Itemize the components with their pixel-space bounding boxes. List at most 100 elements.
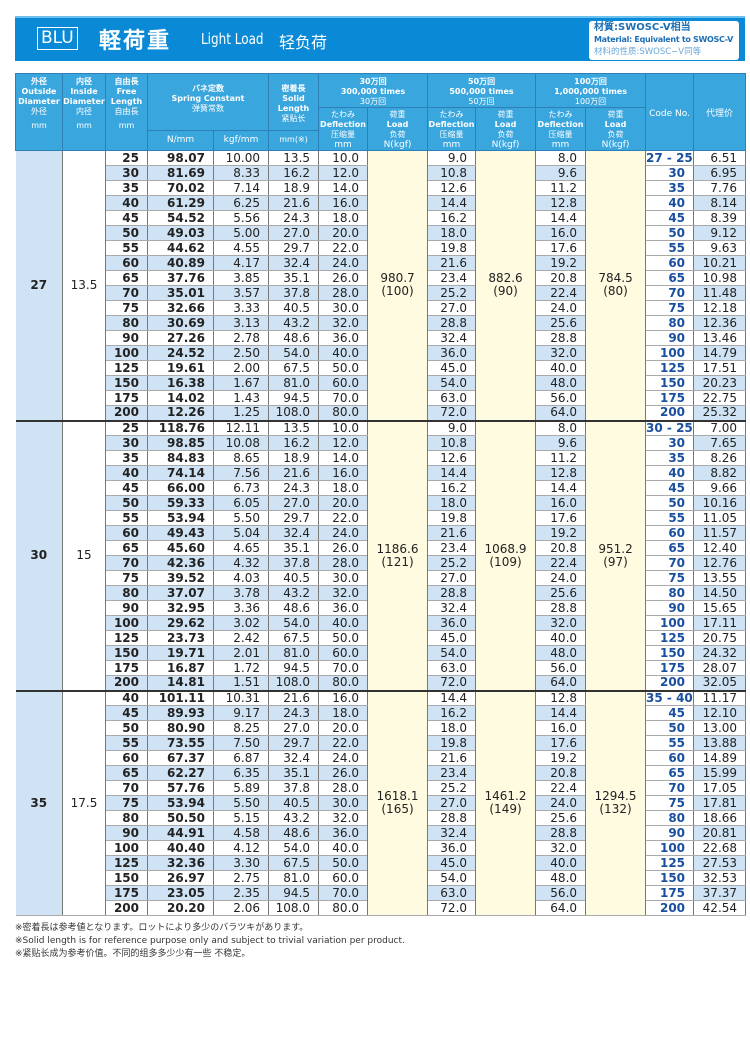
spring-kgf: 2.75 — [212, 870, 270, 886]
price: 32.53 — [693, 870, 747, 886]
deflection-300k: 26.0 — [318, 540, 369, 556]
code-no: 40 — [645, 195, 695, 211]
free-length: 60 — [105, 525, 148, 541]
material-cn: 材料的性质:SWOSC−V同等 — [594, 47, 702, 57]
spring-kgf: 4.03 — [212, 570, 270, 586]
col-load-en: Load — [494, 120, 517, 129]
spring-n: 59.33 — [147, 495, 214, 511]
deflection-500k: 21.6 — [427, 255, 477, 271]
col-load-en: Load — [604, 120, 627, 129]
deflection-300k: 80.0 — [318, 675, 369, 691]
spring-n: 44.62 — [147, 240, 214, 256]
table-row: 70 35.01 3.57 37.8 28.0 25.2 22.4 70 11.48 — [16, 285, 747, 301]
table-row: 30 98.85 10.08 16.2 12.0 10.8 9.6 30 7.65 — [16, 435, 747, 451]
deflection-1m: 32.0 — [535, 615, 587, 631]
code-no: 100 — [645, 345, 695, 361]
code-no: 175 — [645, 660, 695, 676]
price: 8.26 — [693, 450, 747, 466]
col-life-300k: 30万回 300,000 times 30万回 — [318, 73, 429, 108]
deflection-1m: 56.0 — [535, 390, 587, 406]
solid-length: 48.6 — [268, 330, 320, 346]
solid-length: 32.4 — [268, 255, 320, 271]
code-no: 50 — [645, 495, 695, 511]
load-kgf: (121) — [381, 554, 414, 569]
deflection-1m: 17.6 — [535, 510, 587, 526]
outside-diameter: 35 — [15, 689, 63, 916]
deflection-1m: 12.8 — [535, 195, 587, 211]
price: 22.75 — [693, 390, 747, 406]
load-value: 951.2 (97) — [585, 419, 647, 691]
price: 10.98 — [693, 270, 747, 286]
spring-kgf: 4.12 — [212, 840, 270, 856]
spring-kgf: 6.35 — [212, 765, 270, 781]
spring-n: 57.76 — [147, 780, 214, 796]
deflection-1m: 32.0 — [535, 345, 587, 361]
free-length: 75 — [105, 300, 148, 316]
solid-length: 32.4 — [268, 525, 320, 541]
deflection-500k: 14.4 — [427, 465, 477, 481]
col-solid-length: 密着長 Solid Length 紧贴长 — [268, 73, 320, 131]
deflection-1m: 40.0 — [535, 855, 587, 871]
load-kgf: (165) — [381, 802, 414, 817]
free-length: 40 — [105, 195, 148, 211]
code-no: 150 — [645, 645, 695, 661]
free-length: 40 — [105, 465, 148, 481]
table-row: 100 40.40 4.12 54.0 40.0 36.0 32.0 100 22.68 — [16, 840, 747, 856]
spring-n: 29.62 — [147, 615, 214, 631]
spring-kgf: 3.33 — [212, 300, 270, 316]
load-value: 980.7 (100) — [367, 150, 429, 421]
code-no: 45 — [645, 480, 695, 496]
table-row: 70 42.36 4.32 37.8 28.0 25.2 22.4 70 12.76 — [16, 555, 747, 571]
table-row: 40 61.29 6.25 21.6 16.0 14.4 12.8 40 8.14 — [16, 195, 747, 211]
free-length: 200 — [105, 900, 148, 916]
deflection-1m: 22.4 — [535, 780, 587, 796]
deflection-300k: 18.0 — [318, 705, 369, 721]
deflection-500k: 72.0 — [427, 900, 477, 916]
solid-length: 13.5 — [268, 150, 320, 166]
free-length: 150 — [105, 645, 148, 661]
deflection-300k: 14.0 — [318, 450, 369, 466]
solid-length: 81.0 — [268, 870, 320, 886]
table-row: 30 81.69 8.33 16.2 12.0 10.8 9.6 30 6.95 — [16, 165, 747, 181]
table-row: 175 16.87 1.72 94.5 70.0 63.0 56.0 175 28.07 — [16, 660, 747, 676]
code-no: 70 — [645, 780, 695, 796]
spring-kgf: 4.55 — [212, 240, 270, 256]
code-no: 55 — [645, 735, 695, 751]
price: 42.54 — [693, 900, 747, 916]
code-no: 55 — [645, 240, 695, 256]
table-row: 55 44.62 4.55 29.7 22.0 19.8 17.6 55 9.63 — [16, 240, 747, 256]
load-n: 1618.1 — [376, 789, 419, 804]
table-row: 80 50.50 5.15 43.2 32.0 28.8 25.6 80 18.66 — [16, 810, 747, 826]
deflection-1m: 64.0 — [535, 900, 587, 916]
solid-length: 37.8 — [268, 285, 320, 301]
code-no: 50 — [645, 225, 695, 241]
col-deflection-0: たわみ Deflection 压缩量 mm — [318, 107, 369, 151]
load-n: 1068.9 — [484, 541, 527, 556]
deflection-500k: 32.4 — [427, 600, 477, 616]
col-life-500k: 50万回 500,000 times 50万回 — [427, 73, 537, 108]
spring-kgf: 2.78 — [212, 330, 270, 346]
deflection-300k: 26.0 — [318, 765, 369, 781]
table-row: 50 80.90 8.25 27.0 20.0 18.0 16.0 50 13.00 — [16, 720, 747, 736]
col-deflection-2: たわみ Deflection 压缩量 mm — [535, 107, 587, 151]
table-row: 55 53.94 5.50 29.7 22.0 19.8 17.6 55 11.05 — [16, 510, 747, 526]
deflection-300k: 32.0 — [318, 810, 369, 826]
deflection-300k: 28.0 — [318, 285, 369, 301]
solid-length: 81.0 — [268, 375, 320, 391]
code-no: 90 — [645, 330, 695, 346]
deflection-1m: 25.6 — [535, 315, 587, 331]
deflection-500k: 14.4 — [427, 689, 477, 706]
spring-n: 45.60 — [147, 540, 214, 556]
table-row: 150 26.97 2.75 81.0 60.0 54.0 48.0 150 32.53 — [16, 870, 747, 886]
free-length: 70 — [105, 555, 148, 571]
spring-kgf: 2.00 — [212, 360, 270, 376]
deflection-300k: 60.0 — [318, 375, 369, 391]
deflection-300k: 30.0 — [318, 570, 369, 586]
deflection-500k: 63.0 — [427, 660, 477, 676]
spring-kgf: 3.30 — [212, 855, 270, 871]
load-n: 784.5 — [598, 271, 633, 286]
spring-n: 37.07 — [147, 585, 214, 601]
deflection-300k: 60.0 — [318, 870, 369, 886]
col-load-cn: 负荷 — [607, 130, 624, 139]
deflection-1m: 19.2 — [535, 750, 587, 766]
